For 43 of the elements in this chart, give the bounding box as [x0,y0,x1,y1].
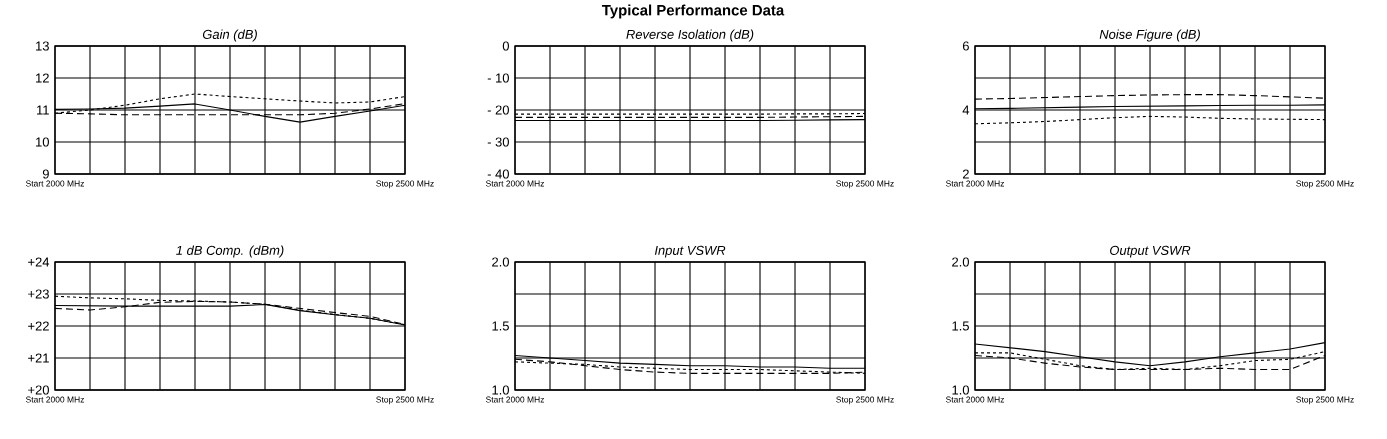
y-tick-label: +22 [28,321,49,331]
text: Typical Performance Data [601,4,785,19]
y-tick-label: +20 [28,385,49,395]
y-tick-label: 11 [37,105,49,115]
x-tick-label: Start 2000 MHz [945,180,1004,187]
y-tick-label: 1.0 [952,385,969,395]
y-tick-label: 2.0 [492,257,509,267]
chart-title: Input VSWR [654,245,726,258]
x-tick-label: Stop 2500 MHz [1296,396,1354,405]
y-tick-label: 0 [502,41,509,51]
chart-title: 1 dB Comp. (dBm) [176,245,284,258]
y-tick-label: 9 [42,169,49,179]
x-tick-label: Start 2000 MHz [25,180,84,187]
y-tick-label: 2 [962,169,969,179]
y-tick-label: 1.5 [952,321,969,331]
x-tick-label: Stop 2500 MHz [836,180,894,189]
y-tick-label: - 30 [487,137,509,147]
x-tick-label: Start 2000 MHz [485,180,544,187]
y-tick-label: +24 [28,257,50,267]
chart-title: Reverse Isolation (dB) [626,29,754,42]
y-tick-label: 1.5 [492,321,509,331]
x-tick-label: Start 2000 MHz [945,396,1004,403]
y-tick-label: 12 [36,73,49,83]
y-tick-label: +23 [28,289,49,299]
y-tick-label: - 40 [487,169,509,179]
chart-title: Noise Figure (dB) [1099,29,1200,42]
y-tick-label: - 20 [487,105,509,115]
x-tick-label: Start 2000 MHz [485,396,544,403]
x-tick-label: Stop 2500 MHz [1296,180,1354,189]
chart-title: Gain (dB) [202,29,257,42]
x-tick-label: Stop 2500 MHz [376,180,434,189]
x-tick-label: Start 2000 MHz [25,396,84,403]
y-tick-label: +21 [28,353,49,363]
chart-title: Output VSWR [1110,245,1191,258]
y-tick-label: 2.0 [952,257,969,267]
x-tick-label: Stop 2500 MHz [376,396,434,405]
y-tick-label: 13 [36,41,49,51]
y-tick-label: 10 [36,137,49,147]
y-tick-label: - 10 [487,73,509,83]
y-tick-label: 6 [962,41,969,51]
y-tick-label: 4 [962,105,970,115]
y-tick-label: 1.0 [492,385,509,395]
x-tick-label: Stop 2500 MHz [836,396,894,405]
